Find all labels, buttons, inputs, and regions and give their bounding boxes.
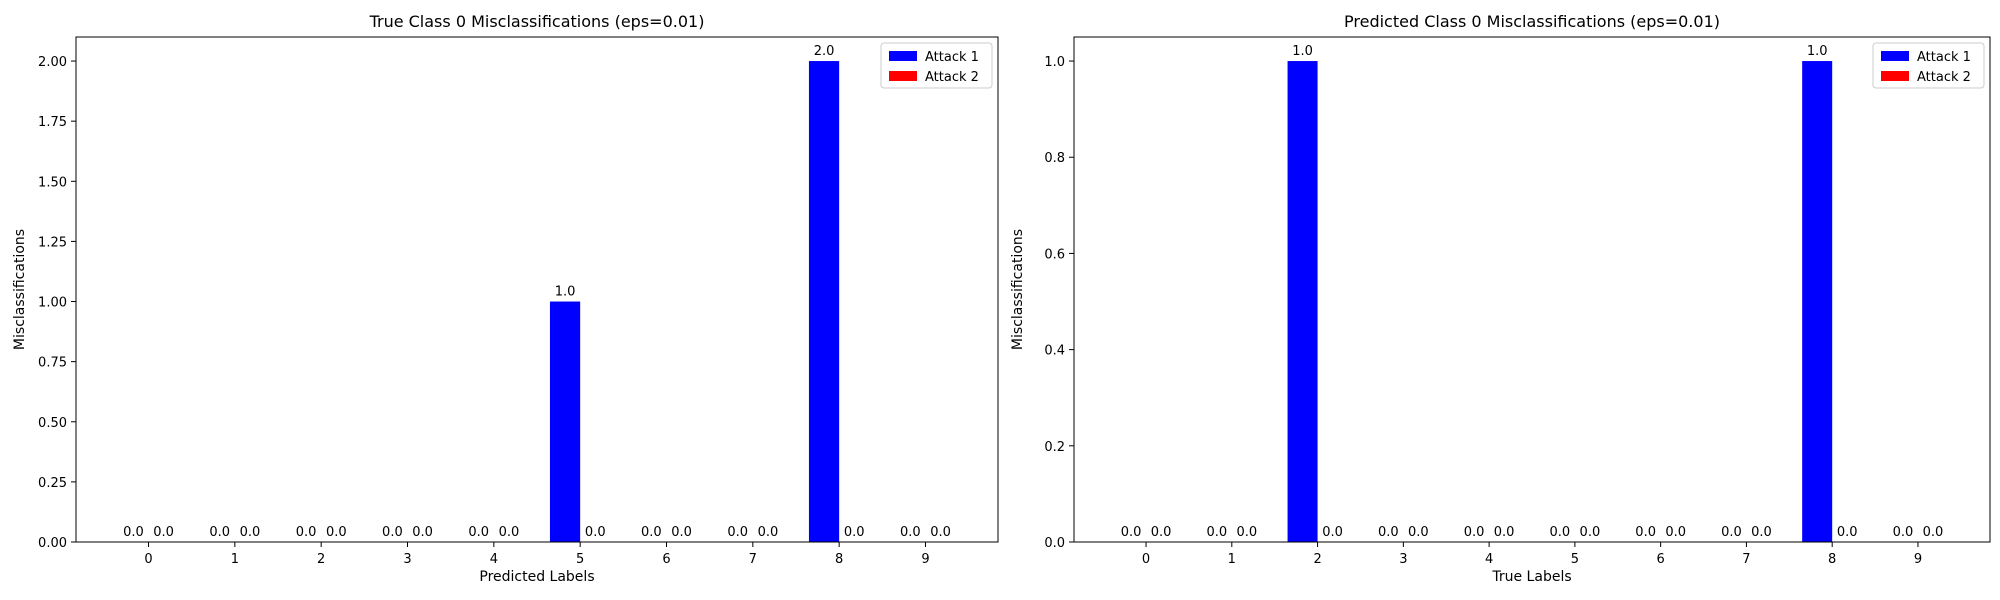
chart-title: Predicted Class 0 Misclassifications (ep… (1344, 12, 1720, 31)
x-tick-label: 5 (576, 552, 584, 567)
y-tick-label: 1.00 (38, 296, 67, 311)
data-label-attack-1-5: 0.0 (1550, 525, 1571, 540)
data-label-attack-1-4: 0.0 (1464, 525, 1485, 540)
x-tick-label: 9 (1914, 552, 1922, 567)
x-tick-label: 2 (317, 552, 325, 567)
x-tick-label: 7 (749, 552, 757, 567)
data-label-attack-1-0: 0.0 (1121, 525, 1142, 540)
data-label-attack-1-7: 0.0 (1721, 525, 1742, 540)
data-label-attack-2-4: 0.0 (499, 525, 520, 540)
y-tick-label: 1.75 (38, 115, 67, 130)
y-tick-label: 0.2 (1044, 440, 1065, 455)
chart-true-class-0: True Class 0 Misclassifications (eps=0.0… (12, 12, 999, 585)
x-tick-label: 7 (1742, 552, 1750, 567)
data-label-attack-2-1: 0.0 (1236, 525, 1257, 540)
data-label-attack-2-8: 0.0 (844, 525, 865, 540)
y-tick-label: 1.25 (38, 235, 67, 250)
data-label-attack-1-8: 1.0 (1807, 44, 1828, 59)
y-tick-label: 0.75 (38, 356, 67, 371)
y-tick-label: 0.8 (1044, 151, 1065, 166)
x-tick-label: 6 (1657, 552, 1665, 567)
y-tick-label: 1.50 (38, 175, 67, 190)
bar-attack-1-8 (1802, 61, 1833, 543)
data-label-attack-2-3: 0.0 (1408, 525, 1429, 540)
y-tick-label: 0.6 (1044, 247, 1065, 262)
data-label-attack-2-2: 0.0 (326, 525, 347, 540)
legend-label-attack-1: Attack 1 (1917, 50, 1971, 65)
y-axis-label: Misclassifications (1010, 229, 1026, 350)
bar-attack-1-2 (1287, 61, 1318, 543)
y-tick-label: 1.0 (1044, 55, 1065, 70)
x-tick-label: 1 (231, 552, 239, 567)
y-tick-label: 0.0 (1044, 536, 1065, 551)
data-label-attack-1-1: 0.0 (209, 525, 230, 540)
x-tick-label: 2 (1313, 552, 1321, 567)
data-label-attack-2-7: 0.0 (758, 525, 779, 540)
legend-label-attack-2: Attack 2 (925, 70, 979, 85)
legend-swatch-attack-2 (889, 71, 917, 81)
data-label-attack-2-0: 0.0 (1151, 525, 1172, 540)
data-label-attack-2-9: 0.0 (930, 525, 951, 540)
bar-attack-1-5 (549, 301, 581, 542)
legend-swatch-attack-1 (889, 51, 917, 61)
x-axis-label: Predicted Labels (479, 569, 594, 585)
data-label-attack-2-5: 0.0 (1580, 525, 1601, 540)
data-label-attack-2-8: 0.0 (1837, 525, 1858, 540)
data-label-attack-1-9: 0.0 (1893, 525, 1914, 540)
data-label-attack-2-2: 0.0 (1322, 525, 1343, 540)
data-label-attack-2-6: 0.0 (671, 525, 692, 540)
axes-frame (1073, 36, 1991, 543)
y-tick-label: 0.4 (1044, 344, 1065, 359)
data-label-attack-2-9: 0.0 (1923, 525, 1944, 540)
x-axis-label: True Labels (1491, 569, 1571, 585)
data-label-attack-1-2: 1.0 (1292, 44, 1313, 59)
data-label-attack-2-0: 0.0 (153, 525, 174, 540)
legend-label-attack-2: Attack 2 (1917, 70, 1971, 85)
y-tick-label: 2.00 (38, 55, 67, 70)
legend-swatch-attack-1 (1881, 51, 1909, 61)
data-label-attack-1-5: 1.0 (555, 285, 576, 300)
y-tick-label: 0.00 (38, 536, 67, 551)
data-label-attack-2-6: 0.0 (1665, 525, 1686, 540)
x-tick-label: 3 (1399, 552, 1407, 567)
data-label-attack-1-8: 2.0 (814, 44, 835, 59)
x-tick-label: 6 (662, 552, 670, 567)
data-label-attack-2-3: 0.0 (412, 525, 433, 540)
data-label-attack-2-1: 0.0 (240, 525, 261, 540)
data-label-attack-1-7: 0.0 (727, 525, 748, 540)
data-label-attack-1-6: 0.0 (641, 525, 662, 540)
x-tick-label: 1 (1228, 552, 1236, 567)
chart-predicted-class-0: Predicted Class 0 Misclassifications (ep… (1010, 12, 1991, 585)
bar-attack-1-8 (808, 61, 840, 543)
x-tick-label: 4 (490, 552, 498, 567)
x-tick-label: 9 (921, 552, 929, 567)
y-tick-label: 0.50 (38, 416, 67, 431)
x-tick-label: 0 (144, 552, 152, 567)
x-tick-label: 4 (1485, 552, 1493, 567)
x-tick-label: 3 (403, 552, 411, 567)
legend-swatch-attack-2 (1881, 71, 1909, 81)
data-label-attack-1-0: 0.0 (123, 525, 144, 540)
data-label-attack-2-5: 0.0 (585, 525, 606, 540)
legend-label-attack-1: Attack 1 (925, 50, 979, 65)
data-label-attack-1-1: 0.0 (1206, 525, 1227, 540)
data-label-attack-2-7: 0.0 (1751, 525, 1772, 540)
x-tick-label: 0 (1142, 552, 1150, 567)
x-tick-label: 8 (835, 552, 843, 567)
x-tick-label: 5 (1571, 552, 1579, 567)
data-label-attack-1-2: 0.0 (296, 525, 317, 540)
y-axis-label: Misclassifications (12, 229, 28, 350)
data-label-attack-1-4: 0.0 (468, 525, 489, 540)
data-label-attack-1-9: 0.0 (900, 525, 921, 540)
chart-title: True Class 0 Misclassifications (eps=0.0… (369, 12, 705, 31)
y-tick-label: 0.25 (38, 476, 67, 491)
data-label-attack-1-3: 0.0 (382, 525, 403, 540)
data-label-attack-1-3: 0.0 (1378, 525, 1399, 540)
axes-frame (75, 36, 999, 543)
data-label-attack-1-6: 0.0 (1635, 525, 1656, 540)
data-label-attack-2-4: 0.0 (1494, 525, 1515, 540)
x-tick-label: 8 (1828, 552, 1836, 567)
